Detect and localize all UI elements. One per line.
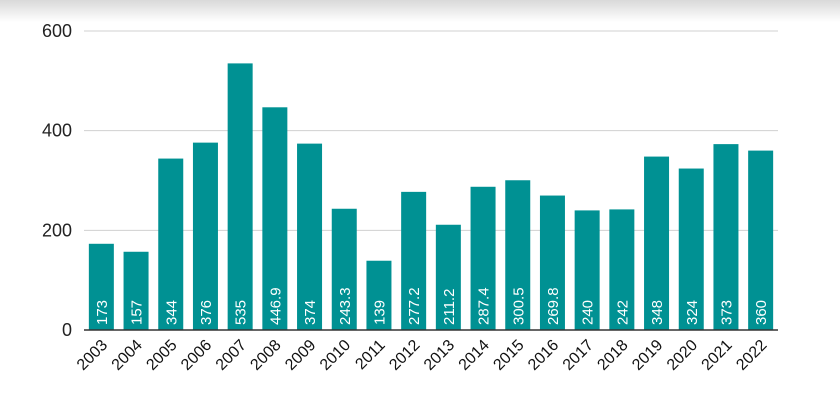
top-fade (0, 0, 840, 22)
x-tick-label: 2012 (386, 337, 423, 374)
bar-value-label: 277.2 (406, 287, 423, 325)
bar (748, 150, 774, 330)
x-tick-label: 2017 (560, 337, 597, 374)
x-tick-label: 2020 (664, 337, 701, 374)
bar-value-label: 139 (371, 300, 388, 325)
x-tick-label: 2022 (733, 337, 770, 374)
bar (539, 195, 565, 330)
bar-value-label: 376 (198, 300, 215, 325)
bar (262, 107, 288, 330)
y-tick-label: 200 (42, 220, 72, 240)
y-tick-label: 0 (62, 320, 72, 340)
bar (505, 180, 531, 330)
x-tick-label: 2006 (178, 337, 215, 374)
bar-value-label: 240 (580, 300, 597, 325)
bar (227, 63, 253, 331)
x-tick-label: 2016 (525, 337, 562, 374)
x-tick-label: 2014 (456, 337, 493, 374)
bar (678, 168, 704, 330)
bar-value-label: 243.3 (337, 287, 354, 325)
bar-value-label: 157 (129, 300, 146, 325)
x-tick-label: 2009 (282, 337, 319, 374)
bar-value-label: 211.2 (441, 289, 458, 325)
x-tick-label: 2011 (352, 337, 388, 373)
y-tick-label: 400 (42, 121, 72, 141)
bar-value-label: 373 (718, 300, 735, 325)
bar-value-label: 300.5 (510, 287, 527, 325)
bar-value-label: 360 (753, 300, 770, 325)
bar (574, 210, 600, 330)
bar-value-label: 348 (649, 300, 666, 325)
x-tick-label: 2010 (317, 337, 354, 374)
bar-value-label: 242 (614, 300, 631, 325)
bar-value-label: 344 (163, 300, 180, 325)
bar (713, 144, 739, 330)
bar (158, 158, 184, 330)
bar-value-label: 324 (684, 300, 701, 325)
x-tick-label: 2003 (74, 337, 111, 374)
bar (644, 156, 670, 330)
bar (88, 243, 114, 330)
bar (331, 208, 357, 330)
bar (297, 143, 323, 330)
x-tick-label: 2018 (594, 337, 631, 374)
bar-value-label: 173 (94, 300, 111, 325)
bar (192, 142, 218, 330)
x-tick-label: 2015 (490, 337, 527, 374)
x-tick-label: 2019 (629, 337, 666, 374)
bar-value-label: 446.9 (267, 287, 284, 325)
bar (435, 224, 461, 330)
x-tick-label: 2007 (213, 337, 250, 374)
bar-value-label: 374 (302, 300, 319, 325)
bar (401, 191, 427, 330)
x-tick-label: 2021 (699, 337, 736, 374)
bar-value-label: 287.4 (476, 287, 493, 325)
bar (366, 260, 392, 330)
x-tick-label: 2008 (247, 337, 284, 374)
y-tick-label: 600 (42, 21, 72, 41)
bar (609, 209, 635, 330)
bar-value-label: 269.8 (545, 287, 562, 325)
bar-value-label: 535 (233, 300, 250, 325)
bar (123, 251, 149, 330)
x-tick-label: 2005 (143, 337, 180, 374)
bar (470, 186, 496, 330)
x-tick-label: 2004 (109, 337, 146, 374)
x-tick-label: 2013 (421, 337, 458, 374)
